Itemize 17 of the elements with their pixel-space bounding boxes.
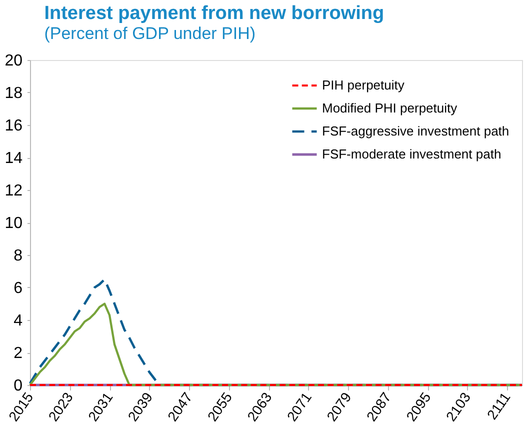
chart-subtitle: (Percent of GDP under PIH)	[44, 24, 256, 43]
legend-label: FSF-moderate investment path	[322, 146, 502, 162]
legend-label: Modified PHI perpetuity	[322, 100, 458, 116]
y-tick-label: 16	[4, 118, 23, 134]
y-tick-label: 18	[4, 85, 23, 102]
y-tick-label: 12	[4, 182, 23, 200]
y-tick-label: 6	[14, 280, 23, 297]
y-tick-label: 2	[14, 345, 23, 362]
legend-label: FSF-aggressive investment path	[322, 124, 510, 138]
y-tick-label: 4	[14, 312, 23, 330]
legend-label: PIH perpetuity	[322, 78, 405, 92]
y-tick-label: 0	[14, 378, 23, 394]
chart-title: Interest payment from new borrowing	[44, 3, 384, 24]
y-tick-label: 8	[14, 248, 23, 264]
y-tick-label: 10	[4, 215, 23, 232]
y-tick-label: 14	[4, 150, 23, 167]
y-tick-label: 20	[4, 52, 23, 70]
